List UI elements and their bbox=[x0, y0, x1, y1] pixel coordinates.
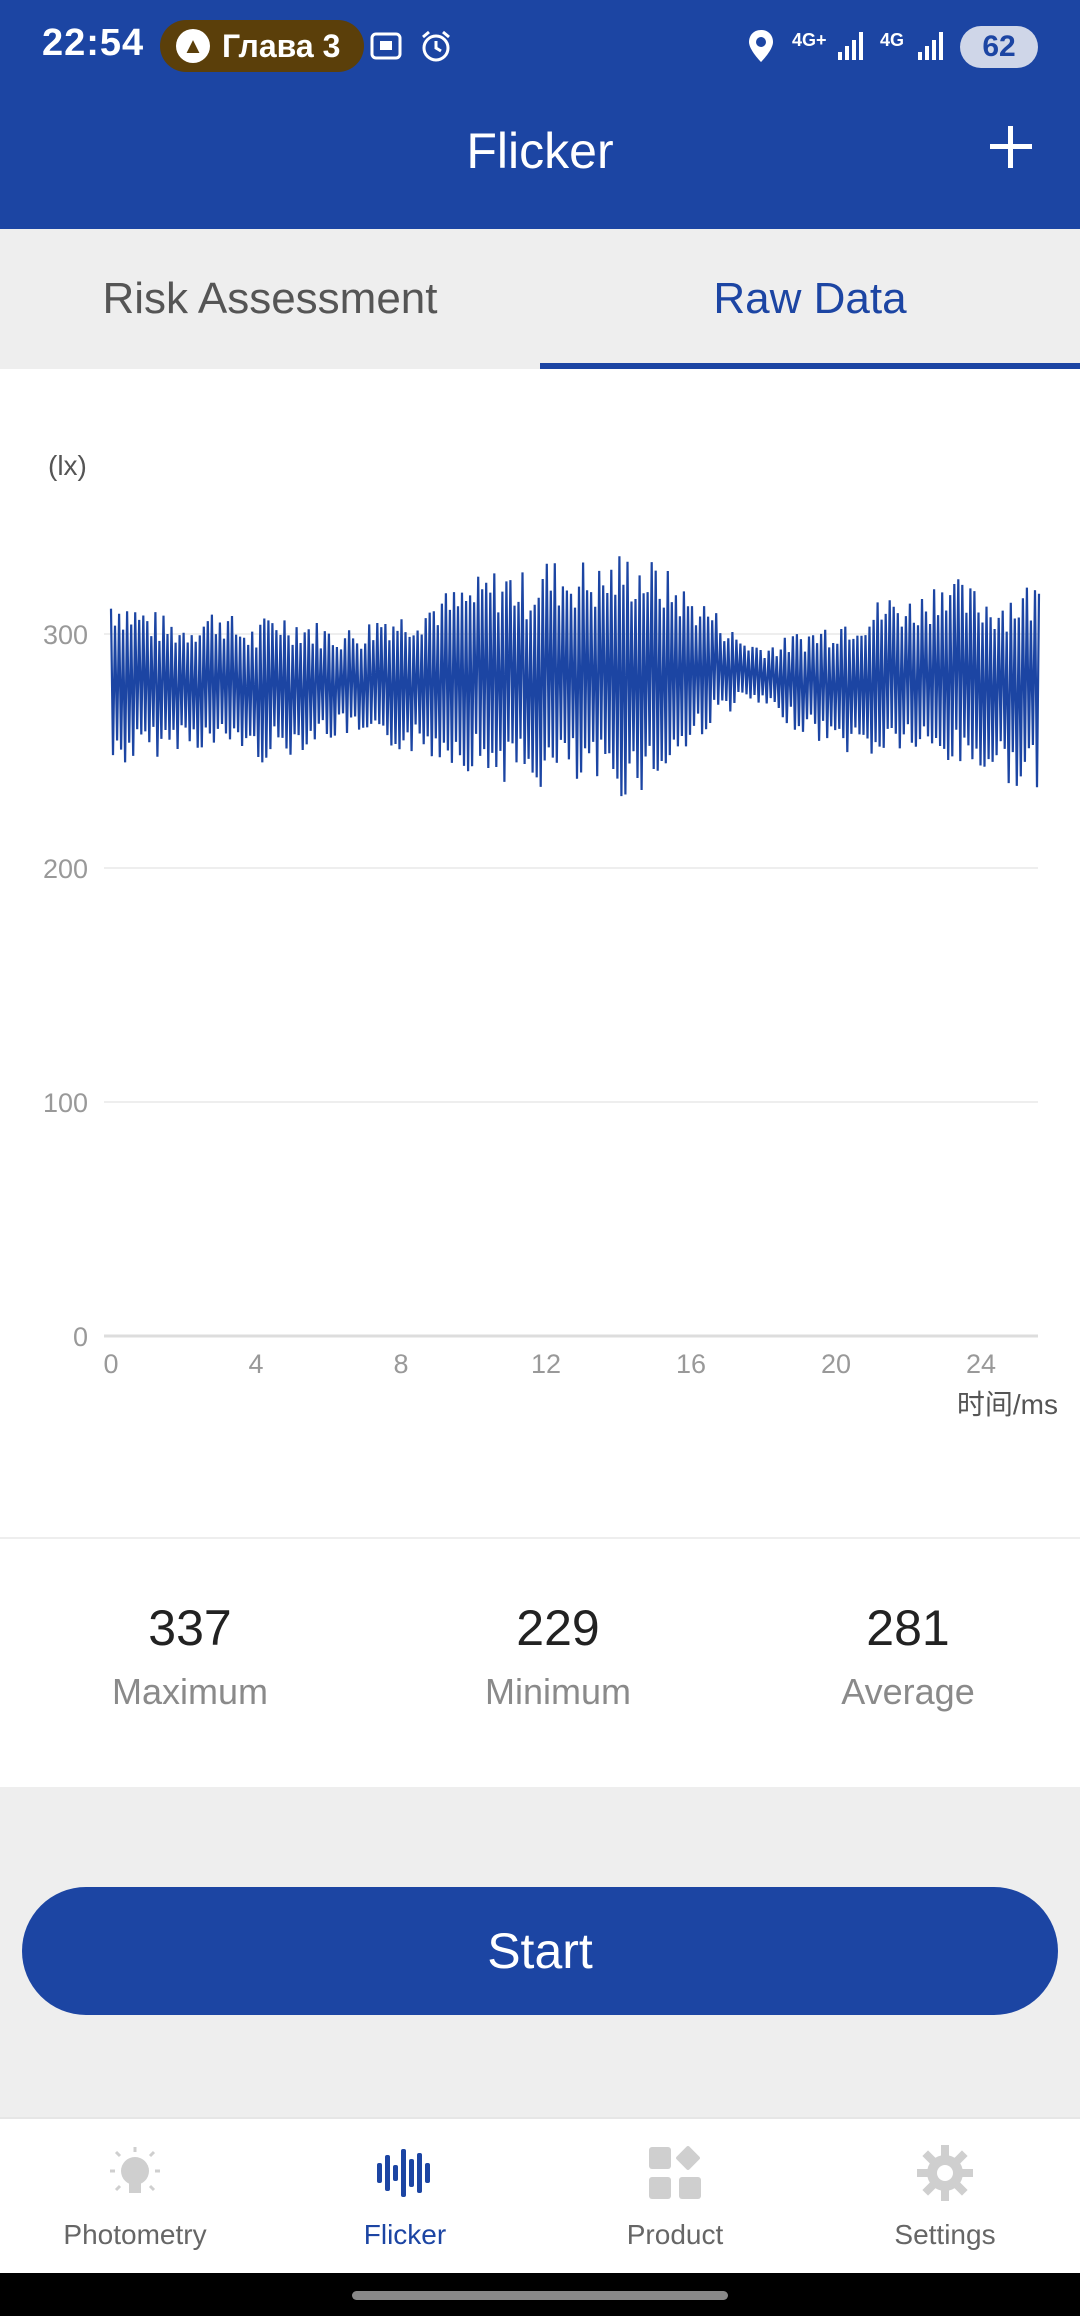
system-home-bar bbox=[0, 2273, 1080, 2316]
y-tick-label: 200 bbox=[43, 854, 88, 884]
y-tick-label: 0 bbox=[73, 1322, 88, 1352]
stat-minimum-label: Minimum bbox=[484, 1671, 631, 1712]
stats-panel: 337 Maximum 229 Minimum 281 Average bbox=[0, 1537, 1080, 1789]
stat-minimum: 229 Minimum bbox=[408, 1599, 708, 1713]
stat-average-label: Average bbox=[841, 1671, 975, 1712]
start-button[interactable]: Start bbox=[22, 1887, 1058, 2015]
nav-label-settings: Settings bbox=[894, 2219, 996, 2250]
nav-item-flicker[interactable]: Flicker bbox=[270, 2119, 540, 2275]
y-axis-label: (lx) bbox=[48, 450, 87, 481]
location-icon bbox=[749, 30, 773, 62]
stat-maximum-label: Maximum bbox=[111, 1671, 268, 1712]
signal-icon-2 bbox=[918, 32, 943, 60]
status-bar: 22:54 ▲ Глава 3 4G+ 4G 62 bbox=[0, 0, 1080, 95]
warning-icon: ▲ bbox=[176, 29, 210, 63]
stat-minimum-value: 229 bbox=[516, 1600, 600, 1656]
chart-svg: (lx) 0 100 200 300 0 4 8 12 16 20 24 时间/ms bbox=[43, 450, 1058, 1420]
waveform-icon bbox=[377, 2149, 430, 2197]
notification-pill[interactable]: ▲ Глава 3 bbox=[160, 20, 365, 72]
page-title: Flicker bbox=[466, 123, 614, 179]
grid-icon bbox=[649, 2146, 701, 2199]
network-type-1: 4G+ bbox=[792, 30, 827, 50]
plus-icon[interactable] bbox=[986, 122, 1036, 172]
gear-icon bbox=[917, 2145, 973, 2201]
signal-icon bbox=[838, 32, 863, 60]
nav-label-product: Product bbox=[626, 2219, 724, 2250]
home-indicator[interactable] bbox=[352, 2291, 728, 2300]
x-tick-label: 8 bbox=[393, 1349, 408, 1379]
x-tick-label: 16 bbox=[676, 1349, 706, 1379]
nav-label-photometry: Photometry bbox=[63, 2219, 207, 2250]
tab-indicator bbox=[540, 363, 1080, 369]
tab-risk-assessment[interactable]: Risk Assessment bbox=[102, 274, 438, 323]
stat-maximum-value: 337 bbox=[148, 1600, 232, 1656]
bulb-icon bbox=[110, 2147, 160, 2193]
x-tick-label: 12 bbox=[531, 1349, 561, 1379]
nav-item-product[interactable]: Product bbox=[540, 2119, 810, 2275]
battery-indicator: 62 bbox=[960, 26, 1038, 68]
signal-line bbox=[109, 556, 1041, 797]
network-type-2: 4G bbox=[880, 30, 905, 50]
y-tick-label: 300 bbox=[43, 620, 88, 650]
top-bar: 22:54 ▲ Глава 3 4G+ 4G 62 bbox=[0, 0, 1080, 229]
screenshot-icon bbox=[370, 32, 402, 60]
bottom-nav: Photometry Flicker Product bbox=[0, 2117, 1080, 2275]
x-tick-label: 20 bbox=[821, 1349, 851, 1379]
x-axis-label: 时间/ms bbox=[957, 1389, 1058, 1420]
y-tick-label: 100 bbox=[43, 1088, 88, 1118]
x-tick-label: 0 bbox=[103, 1349, 118, 1379]
battery-level: 62 bbox=[982, 30, 1016, 63]
alarm-icon bbox=[422, 30, 450, 62]
nav-item-photometry[interactable]: Photometry bbox=[0, 2119, 270, 2275]
stat-maximum: 337 Maximum bbox=[40, 1599, 340, 1713]
tab-raw-data[interactable]: Raw Data bbox=[713, 274, 907, 323]
notification-text: Глава 3 bbox=[222, 27, 341, 64]
stat-average-value: 281 bbox=[866, 1600, 950, 1656]
flicker-chart: (lx) 0 100 200 300 0 4 8 12 16 20 24 时间/ms bbox=[0, 369, 1080, 1535]
x-tick-label: 24 bbox=[966, 1349, 996, 1379]
tab-bar: Risk Assessment Raw Data bbox=[0, 229, 1080, 369]
nav-item-settings[interactable]: Settings bbox=[810, 2119, 1080, 2275]
stat-average: 281 Average bbox=[758, 1599, 1058, 1713]
nav-label-flicker: Flicker bbox=[363, 2219, 447, 2250]
status-time: 22:54 bbox=[42, 22, 145, 64]
x-tick-label: 4 bbox=[248, 1349, 263, 1379]
